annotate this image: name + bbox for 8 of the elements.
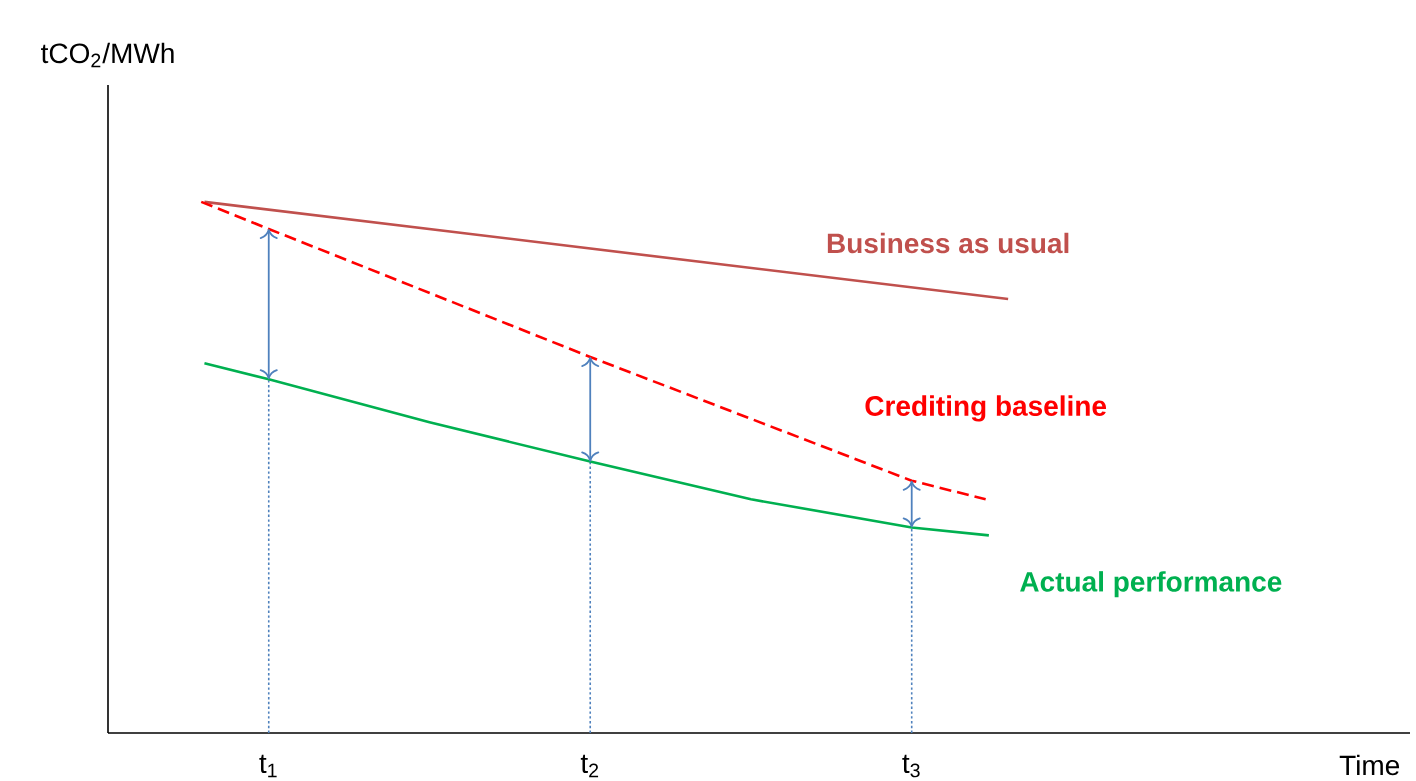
series-label: Business as usual (827, 232, 1069, 254)
y-axis-title: tCO$_{2}$/MWh (41, 42, 174, 68)
x-tick-label: t$_{1}$ (259, 754, 277, 778)
series-label: Actual performance (1020, 571, 1282, 598)
x-axis-title: Time (1339, 754, 1400, 776)
x-tick-label: t$_{2}$ (580, 754, 599, 778)
x-tick-label: t$_{3}$ (902, 754, 920, 778)
series-label: Crediting baseline (865, 395, 1107, 422)
